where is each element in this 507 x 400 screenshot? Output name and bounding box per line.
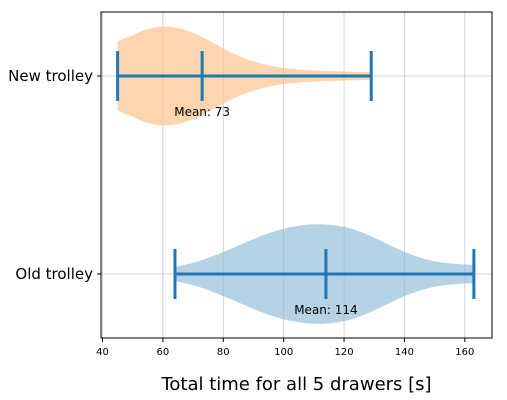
x-tick-label: 60 xyxy=(157,347,170,358)
violin-stat-lines xyxy=(116,51,476,299)
y-tick-label: New trolley xyxy=(8,67,93,85)
y-axis-ticks: New trolley Old trolley xyxy=(8,67,101,283)
x-tick-label: 140 xyxy=(395,347,414,358)
mean-label: Mean: 114 xyxy=(294,303,357,317)
x-axis-ticks: 40 60 80 100 120 140 160 xyxy=(96,338,474,358)
violin-bodies xyxy=(117,26,474,324)
x-tick-label: 100 xyxy=(274,347,293,358)
x-axis-label: Total time for all 5 drawers [s] xyxy=(160,374,431,395)
x-tick-label: 80 xyxy=(217,347,230,358)
x-tick-label: 40 xyxy=(96,347,109,358)
x-tick-label: 160 xyxy=(455,347,474,358)
mean-labels: Mean: 73 Mean: 114 xyxy=(174,105,357,317)
plot-frame xyxy=(100,11,493,339)
y-tick-label: Old trolley xyxy=(15,265,93,283)
x-tick-label: 120 xyxy=(335,347,354,358)
mean-label: Mean: 73 xyxy=(174,105,230,119)
